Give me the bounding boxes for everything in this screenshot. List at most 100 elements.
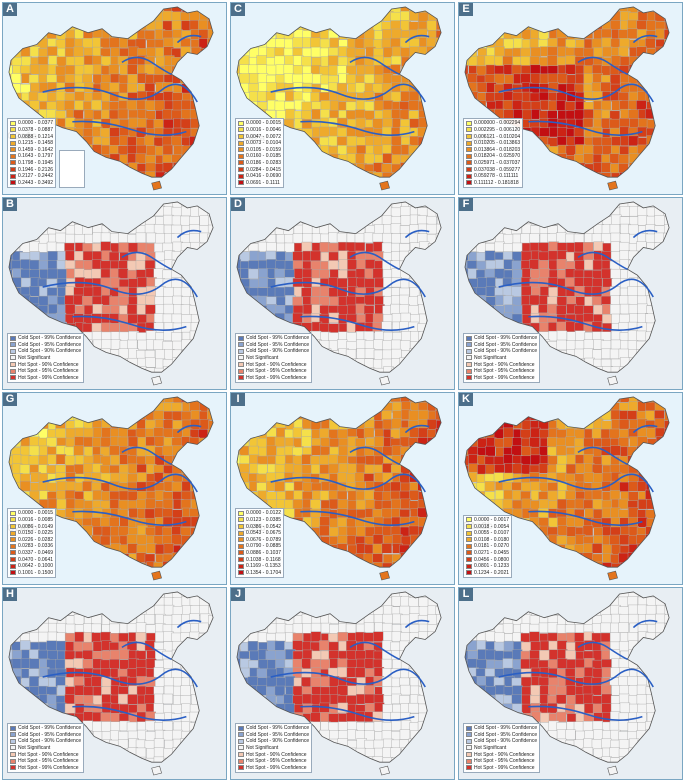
region-cell: [372, 118, 383, 129]
region-cell: [547, 490, 558, 502]
region-cell: [654, 278, 666, 290]
legend-swatch: [238, 362, 244, 368]
region-cell: [127, 171, 139, 178]
region-cell: [119, 376, 129, 386]
region-cell: [503, 396, 515, 404]
region-cell: [21, 322, 32, 333]
region-cell: [102, 190, 112, 194]
region-cell: [181, 162, 192, 173]
region-cell: [241, 580, 251, 584]
region-cell: [248, 6, 260, 13]
region-cell: [674, 261, 682, 271]
region-cell: [30, 323, 41, 334]
region-cell: [137, 472, 148, 483]
region-cell: [593, 304, 604, 316]
region-cell: [91, 313, 102, 324]
region-cell: [637, 303, 648, 314]
legend-swatch: [238, 167, 244, 173]
region-cell: [83, 348, 94, 360]
region-cell: [355, 463, 367, 475]
region-cell: [346, 171, 357, 178]
region-cell: [584, 410, 595, 421]
region-cell: [503, 234, 514, 245]
region-cell: [444, 296, 454, 306]
region-cell: [236, 437, 242, 448]
region-cell: [65, 233, 76, 245]
region-cell: [464, 216, 469, 227]
region-cell: [91, 259, 103, 270]
region-cell: [646, 446, 657, 457]
region-cell: [293, 201, 305, 208]
region-cell: [435, 445, 442, 456]
region-cell: [417, 437, 428, 448]
region-cell: [180, 350, 192, 361]
region-cell: [538, 6, 550, 14]
region-cell: [426, 20, 438, 31]
region-cell: [19, 207, 30, 218]
region-cell: [575, 201, 586, 209]
region-cell: [583, 242, 594, 253]
region-cell: [190, 171, 201, 178]
region-cell: [539, 401, 550, 413]
region-cell: [391, 339, 402, 351]
china-map: [8, 6, 226, 194]
region-cell: [74, 206, 85, 217]
region-cell: [337, 20, 349, 31]
region-cell: [55, 428, 66, 439]
region-cell: [464, 242, 470, 254]
region-cell: [629, 153, 640, 164]
region-cell: [92, 375, 102, 385]
region-cell: [645, 233, 656, 245]
region-cell: [181, 396, 192, 404]
region-cell: [557, 358, 568, 369]
region-cell: [266, 38, 277, 49]
region-cell: [663, 463, 670, 474]
region-cell: [55, 312, 67, 324]
region-cell: [336, 396, 348, 403]
region-cell: [82, 296, 93, 307]
region-cell: [346, 12, 358, 23]
river-line: [349, 446, 400, 465]
legend-swatch: [238, 335, 244, 341]
legend-swatch: [238, 537, 244, 543]
region-cell: [381, 215, 393, 226]
region-cell: [319, 396, 330, 403]
region-cell: [110, 191, 120, 194]
region-cell: [566, 357, 577, 368]
region-cell: [303, 6, 314, 13]
region-cell: [199, 242, 210, 254]
region-cell: [382, 172, 393, 178]
region-cell: [584, 180, 594, 190]
region-cell: [217, 102, 226, 112]
region-cell: [548, 287, 559, 298]
region-cell: [419, 579, 429, 584]
region-cell: [208, 313, 214, 324]
region-cell: [557, 127, 568, 138]
region-cell: [464, 445, 470, 456]
region-cell: [292, 251, 303, 262]
region-cell: [218, 251, 226, 261]
region-cell: [181, 446, 193, 457]
region-cell: [600, 428, 612, 440]
legend-text: 0.0186 - 0.0283: [246, 159, 282, 166]
region-cell: [372, 396, 384, 404]
region-cell: [674, 384, 682, 389]
region-cell: [556, 321, 567, 333]
region-cell: [445, 199, 454, 209]
region-cell: [199, 562, 211, 568]
region-cell: [293, 153, 304, 165]
region-cell: [217, 429, 226, 439]
region-cell: [117, 561, 129, 568]
region-cell: [257, 12, 269, 23]
region-cell: [356, 526, 367, 537]
region-cell: [511, 260, 523, 271]
country-outline: [8, 396, 214, 568]
region-cell: [468, 454, 479, 465]
region-cell: [627, 446, 638, 457]
region-cell: [74, 268, 85, 279]
region-cell: [664, 313, 670, 324]
panel-letter: F: [459, 198, 473, 211]
region-cell: [236, 419, 243, 430]
region-cell: [154, 367, 165, 373]
